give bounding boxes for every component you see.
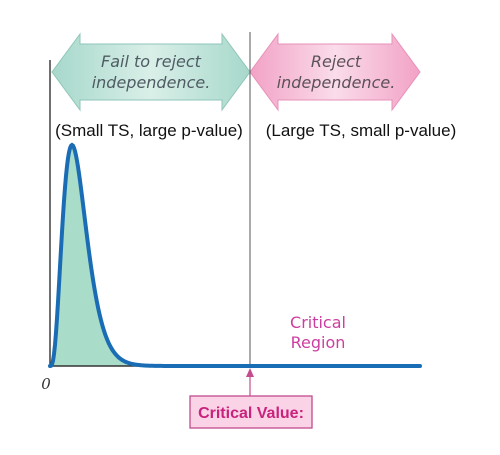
critical-region-line1: Critical — [290, 313, 346, 332]
right-note: (Large TS, small p-value) — [266, 121, 457, 140]
reject-line1: Reject — [311, 52, 362, 71]
fail-to-reject-line2: independence. — [92, 73, 211, 92]
fail-to-reject-line1: Fail to reject — [101, 52, 202, 71]
critical-value-box — [189, 395, 313, 429]
non-rejection-area — [50, 145, 250, 366]
critical-region-line2: Region — [291, 333, 346, 352]
density-curve — [48, 142, 422, 368]
reject-line2: independence. — [277, 73, 396, 92]
critical-value-label: Critical Value: — [198, 405, 304, 422]
pointer-arrowhead — [246, 368, 254, 377]
reject-arrow — [249, 32, 421, 112]
origin-label: 0 — [41, 375, 51, 393]
left-note: (Small TS, large p-value) — [55, 121, 243, 140]
fail-to-reject-arrow — [51, 32, 251, 112]
